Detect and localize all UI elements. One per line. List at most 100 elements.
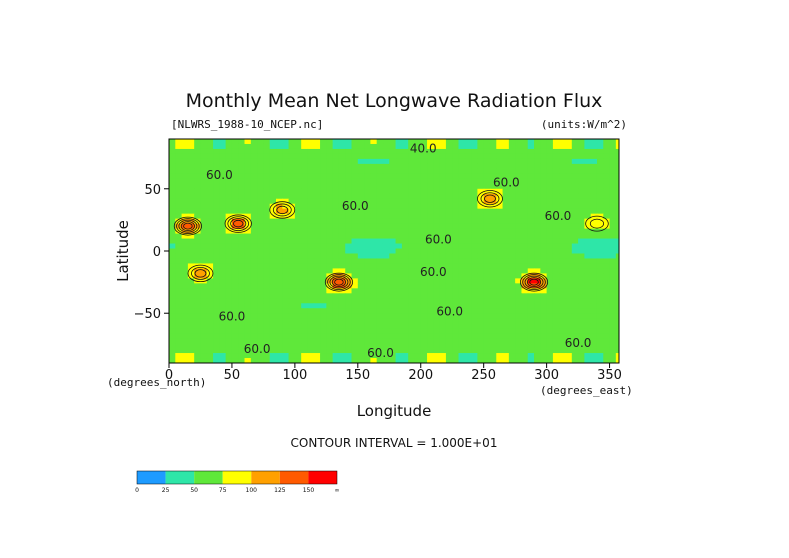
field-cell [458,338,466,344]
field-cell [263,258,271,265]
field-cell [213,148,220,155]
field-cell [571,298,579,304]
field-cell [244,273,252,279]
field-cell [301,313,309,319]
field-cell [515,198,523,205]
contour-label: 60.0 [420,265,447,279]
field-cell [502,353,510,359]
field-cell [420,313,428,319]
field-cell [351,313,359,319]
field-cell [332,223,340,230]
field-cell [590,328,598,334]
field-cell [559,348,567,354]
field-cell [357,238,365,245]
field-cell [231,173,239,180]
field-cell [477,298,485,304]
field-cell [578,173,585,180]
field-cell [552,163,560,170]
field-cell [364,168,371,175]
field-cell [345,153,353,160]
field-cell [596,288,604,294]
field-cell [433,139,441,145]
field-cell [489,183,497,190]
field-cell [395,318,403,324]
field-cell [445,323,453,329]
field-cell [452,348,460,354]
field-cell [590,283,598,289]
field-cell [250,143,258,150]
field-cell [603,158,611,165]
colorbar-swatch [308,471,337,484]
field-cell [559,233,567,240]
field-cell [307,283,315,289]
field-cell [489,263,497,270]
field-cell [187,208,195,215]
field-cell [370,168,378,175]
field-cell [445,233,453,240]
field-cell [231,193,239,200]
field-layer [169,139,619,363]
field-cell [508,213,516,220]
field-cell [175,333,183,339]
field-cell [200,283,208,289]
field-cell [181,253,189,260]
field-cell [420,148,428,155]
field-cell [313,243,321,250]
field-cell [452,273,460,279]
field-cell [596,268,604,274]
field-cell [332,148,340,155]
field-cell [427,348,434,354]
field-cell [294,243,302,250]
field-cell [496,283,504,289]
field-cell [382,273,390,279]
field-cell [483,163,491,170]
field-cell [584,228,592,235]
field-cell [395,273,403,279]
field-cell [389,148,397,155]
field-cell [603,238,611,245]
field-cell [382,238,390,245]
field-cell [338,178,346,185]
field-cell [257,348,264,354]
field-cell [338,253,346,260]
field-cell [496,218,504,225]
field-cell [269,278,277,284]
field-cell [546,163,554,170]
field-cell [521,323,529,329]
field-cell [471,263,478,270]
field-cell [238,303,246,309]
field-cell [578,178,585,185]
field-cell [439,139,447,145]
field-cell [181,218,189,225]
field-cell [338,298,346,304]
field-cell [269,223,277,230]
field-cell [496,348,504,354]
field-cell [502,158,510,165]
field-cell [496,343,504,349]
field-cell [187,253,195,260]
field-cell [571,343,579,349]
field-cell [496,263,504,270]
field-cell [219,348,227,354]
field-cell [521,303,529,309]
field-cell [552,258,560,265]
field-cell [515,288,523,294]
x-tick-label: 0 [165,368,173,383]
field-cell [565,178,573,185]
field-cell [609,273,617,279]
field-cell [471,218,478,225]
field-cell [433,248,441,255]
field-cell [238,148,246,155]
field-cell [508,343,516,349]
field-cell [559,183,567,190]
field-cell [534,163,541,170]
field-cell [420,153,428,160]
field-cell [559,313,567,319]
field-cell [313,153,321,160]
field-cell [288,343,296,349]
field-cell [169,208,176,215]
field-cell [288,293,296,299]
field-cell [376,148,384,155]
field-cell [452,153,460,160]
field-cell [477,243,485,250]
